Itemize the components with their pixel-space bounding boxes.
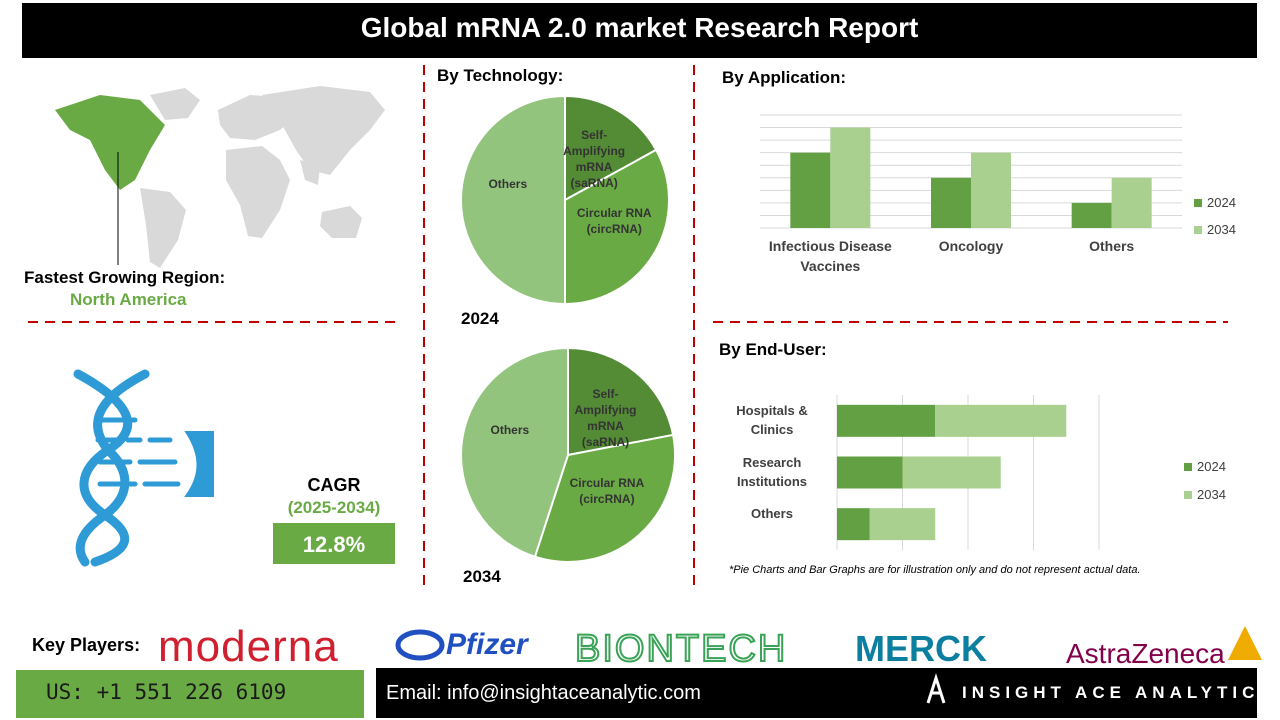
company-logo: moderna — [158, 622, 339, 671]
company-logo: AstraZeneca — [1066, 638, 1225, 669]
dna-icon — [73, 369, 214, 567]
region-label: Fastest Growing Region: — [24, 268, 226, 287]
legend-swatch — [1194, 226, 1202, 234]
y-tick-label: Research Institutions — [736, 454, 808, 489]
bar-segment — [837, 404, 936, 437]
cagr-value: 12.8% — [302, 532, 366, 557]
title-bar — [22, 3, 1257, 58]
legend-swatch — [1184, 491, 1192, 499]
pie-label: Others — [488, 177, 528, 191]
email-box — [376, 668, 1257, 718]
legend-label: 2024 — [1207, 195, 1236, 210]
bar-segment — [837, 456, 903, 489]
legend-label: 2034 — [1197, 487, 1226, 502]
brand: INSIGHT ACE ANALYTIC — [962, 683, 1260, 702]
pie-label: Others — [490, 422, 530, 437]
brand-mark — [926, 673, 946, 704]
chart-title: By Technology: — [437, 66, 564, 85]
x-tick-label: Oncology — [938, 238, 1004, 254]
pie-slice — [564, 148, 670, 306]
legend-swatch — [1194, 199, 1202, 207]
bar-segment — [935, 404, 1067, 437]
page-title: Global mRNA 2.0 market Research Report — [360, 12, 919, 43]
legend-swatch — [1184, 463, 1192, 471]
pie-slice — [564, 94, 658, 202]
astrazeneca-mark — [1228, 626, 1262, 660]
key-players-label: Key Players: — [32, 635, 141, 655]
bar — [1111, 177, 1152, 228]
chart-subtitle: 2034 — [463, 567, 501, 586]
x-tick-label: Others — [1089, 238, 1135, 254]
world-map — [55, 86, 385, 268]
cagr-label: CAGR — [307, 475, 361, 495]
x-tick-label: Infectious Disease Vaccines — [768, 238, 892, 274]
y-tick-label: Hospitals & Clinics — [736, 402, 808, 437]
phone-box — [16, 670, 364, 718]
dividers — [28, 65, 1228, 590]
pie-slice — [533, 433, 676, 563]
email: Email: info@insightaceanalytic.com — [386, 682, 701, 704]
pie-label: Self-Amplifying mRNA (saRNA) — [563, 127, 626, 190]
bar — [790, 152, 831, 228]
pie-label: Circular RNA (circRNA) — [569, 476, 645, 507]
bar-segment — [869, 508, 936, 541]
chart-title: By End-User: — [719, 340, 827, 359]
chart-subtitle: 2024 — [461, 309, 499, 328]
pie-slice — [460, 346, 569, 559]
pfizer-mark — [395, 629, 445, 661]
pie-slice — [567, 346, 675, 457]
bar — [830, 127, 871, 228]
phone: US: +1 551 226 6109 — [46, 680, 287, 704]
bar — [971, 152, 1011, 228]
chart-title: By Application: — [722, 68, 847, 87]
legend-label: 2034 — [1207, 222, 1236, 237]
bar — [931, 177, 971, 228]
company-logo: Pfizer — [446, 628, 528, 661]
cagr-period: (2025-2034) — [287, 498, 381, 517]
pie-label: Self-Amplifying mRNA (saRNA) — [574, 386, 637, 449]
pie-label: Circular RNA (circRNA) — [576, 206, 652, 237]
region-value: North America — [70, 290, 187, 309]
company-logo: MERCK — [855, 628, 987, 669]
company-logo: BIONTECH — [574, 627, 788, 671]
note: *Pie Charts and Bar Graphs are for illus… — [729, 564, 1141, 576]
cagr-box — [273, 523, 395, 564]
bar-segment — [837, 508, 870, 541]
y-tick-label: Others — [751, 506, 793, 522]
bar — [1071, 202, 1112, 228]
bar-segment — [902, 456, 1001, 489]
pie-slice — [460, 94, 566, 306]
north-america — [55, 95, 165, 190]
legend-label: 2024 — [1197, 459, 1226, 474]
